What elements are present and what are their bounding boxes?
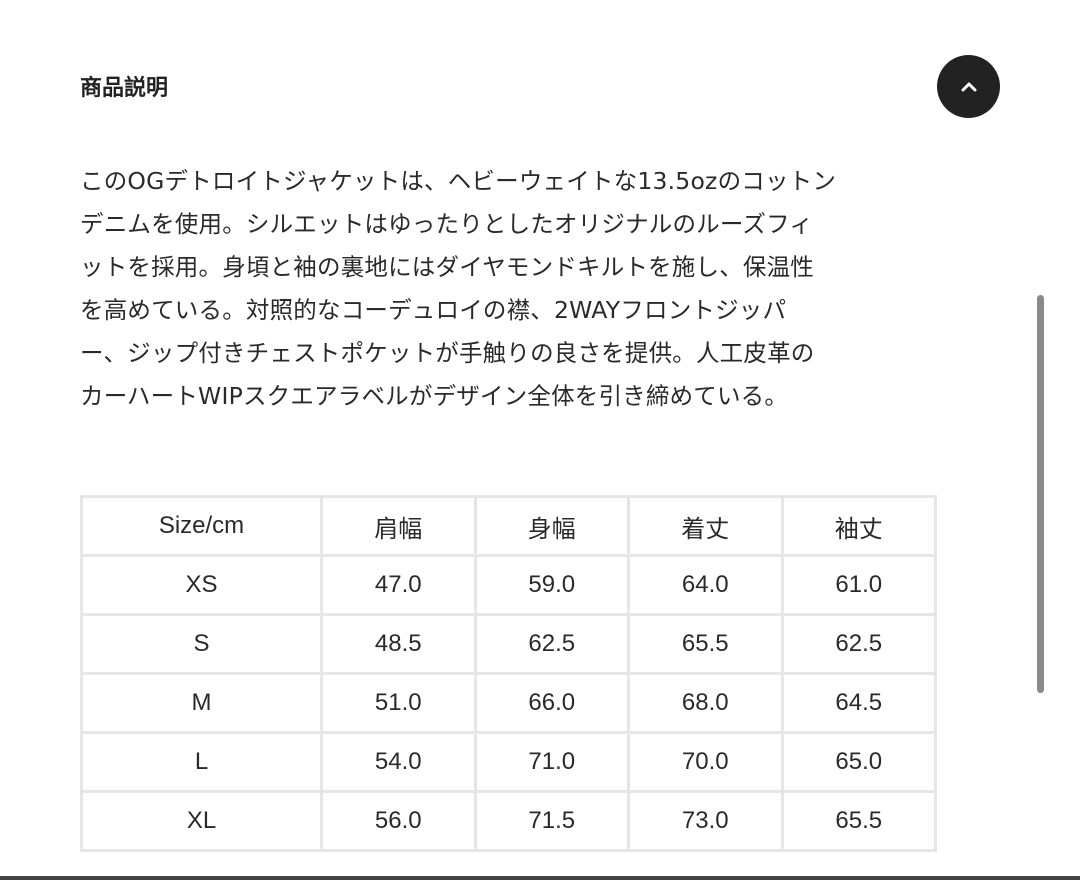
table-cell: L [80, 731, 323, 793]
table-cell: 65.5 [627, 613, 784, 675]
section-title: 商品説明 [80, 76, 169, 101]
table-cell: 71.0 [473, 731, 630, 793]
table-row: L 54.0 71.0 70.0 65.0 [80, 731, 937, 793]
description-line: ットを採用。身頃と袖の裏地にはダイヤモンドキルトを施し、保温性 [80, 253, 814, 281]
table-row: XL 56.0 71.5 73.0 65.5 [80, 790, 937, 852]
scrollbar[interactable] [1037, 295, 1044, 693]
table-cell: 64.0 [627, 554, 784, 616]
table-row: S 48.5 62.5 65.5 62.5 [80, 613, 937, 675]
size-table: Size/cm 肩幅 身幅 着丈 袖丈 XS 47.0 59.0 64.0 61.0 S 48.5 62… [80, 495, 937, 852]
table-cell: 65.5 [780, 790, 937, 852]
table-cell: 65.0 [780, 731, 937, 793]
table-header-cell: 身幅 [473, 495, 630, 557]
table-cell: 68.0 [627, 672, 784, 734]
table-cell: XS [80, 554, 323, 616]
table-header-cell: 袖丈 [780, 495, 937, 557]
table-cell: 62.5 [780, 613, 937, 675]
description-line: デニムを使用。シルエットはゆったりとしたオリジナルのルーズフィ [80, 210, 814, 238]
table-header-cell: 着丈 [627, 495, 784, 557]
scroll-to-top-button[interactable] [937, 55, 1000, 118]
table-cell: S [80, 613, 323, 675]
description-line: このOGデトロイトジャケットは、ヘビーウェイトな13.5ozのコットン [80, 167, 837, 195]
table-header-cell: Size/cm [80, 495, 323, 557]
table-cell: 66.0 [473, 672, 630, 734]
table-cell: 61.0 [780, 554, 937, 616]
table-cell: 70.0 [627, 731, 784, 793]
table-cell: 64.5 [780, 672, 937, 734]
table-cell: 51.0 [320, 672, 477, 734]
table-cell: XL [80, 790, 323, 852]
table-cell: 62.5 [473, 613, 630, 675]
table-cell: 48.5 [320, 613, 477, 675]
table-cell: 56.0 [320, 790, 477, 852]
product-description: このOGデトロイトジャケットは、ヘビーウェイトな13.5ozのコットン デニムを… [80, 160, 950, 418]
table-cell: 59.0 [473, 554, 630, 616]
chevron-up-icon [961, 82, 976, 91]
table-header-cell: 肩幅 [320, 495, 477, 557]
table-cell: 71.5 [473, 790, 630, 852]
table-row: M 51.0 66.0 68.0 64.5 [80, 672, 937, 734]
description-line: を高めている。対照的なコーデュロイの襟、2WAYフロントジッパ [80, 296, 787, 324]
divider [0, 876, 1080, 880]
table-cell: M [80, 672, 323, 734]
table-header-row: Size/cm 肩幅 身幅 着丈 袖丈 [80, 495, 937, 557]
table-cell: 54.0 [320, 731, 477, 793]
table-cell: 73.0 [627, 790, 784, 852]
table-cell: 47.0 [320, 554, 477, 616]
table-row: XS 47.0 59.0 64.0 61.0 [80, 554, 937, 616]
description-line: カーハートWIPスクエアラベルがデザイン全体を引き締めている。 [80, 382, 789, 410]
description-line: ー、ジップ付きチェストポケットが手触りの良さを提供。人工皮革の [80, 339, 815, 367]
